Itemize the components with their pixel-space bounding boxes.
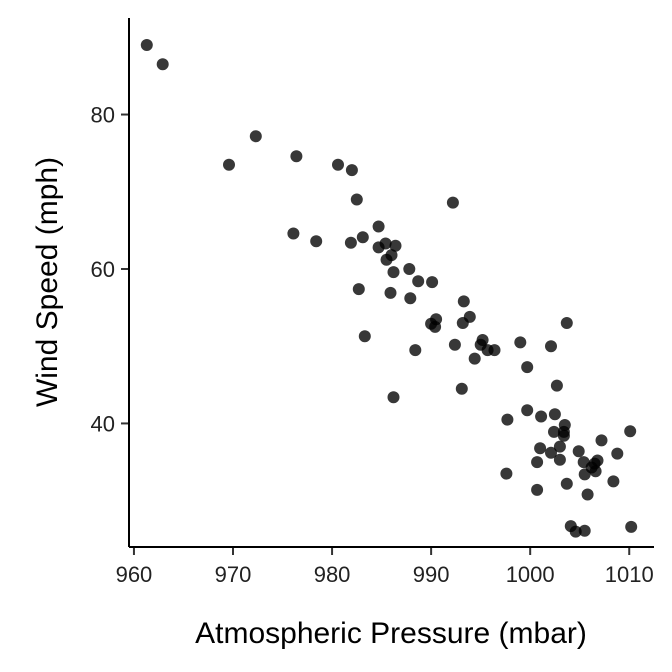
- data-point: [249, 130, 262, 143]
- data-point: [385, 249, 398, 262]
- data-point: [521, 404, 534, 417]
- data-point: [557, 425, 570, 438]
- x-axis-title: Atmospheric Pressure (mbar): [195, 617, 587, 650]
- data-point: [446, 196, 459, 209]
- data-point: [345, 164, 358, 177]
- data-point: [350, 193, 363, 206]
- data-point: [372, 220, 385, 233]
- data-point: [501, 413, 514, 426]
- data-point: [476, 334, 489, 346]
- data-point: [287, 227, 300, 240]
- data-point: [589, 465, 602, 478]
- data-point: [455, 382, 468, 395]
- data-point: [531, 483, 544, 496]
- data-point: [412, 275, 425, 288]
- data-point: [581, 488, 594, 501]
- x-tick-label: 1010: [605, 562, 654, 587]
- data-point: [553, 440, 566, 453]
- data-point: [389, 239, 402, 252]
- y-tick-label: 60: [91, 257, 115, 282]
- data-point: [625, 520, 638, 533]
- data-point: [514, 336, 527, 349]
- data-point: [500, 467, 513, 480]
- data-point: [560, 317, 573, 329]
- data-point: [560, 477, 573, 490]
- data-point: [384, 286, 397, 299]
- x-tick-label: 1000: [506, 562, 555, 587]
- x-tick-label: 990: [413, 562, 450, 587]
- data-point: [595, 434, 608, 447]
- data-point: [545, 340, 557, 353]
- data-point: [352, 283, 365, 296]
- data-point: [344, 236, 357, 249]
- y-tick-label: 40: [91, 411, 115, 436]
- data-point: [521, 361, 534, 374]
- data-point: [358, 330, 371, 343]
- data-point: [607, 475, 620, 488]
- data-point: [448, 338, 461, 351]
- data-point: [310, 235, 323, 248]
- data-point: [426, 276, 439, 289]
- data-point: [535, 410, 548, 423]
- data-point: [550, 379, 563, 392]
- data-point: [156, 58, 169, 71]
- y-tick-label: 80: [91, 103, 115, 128]
- data-point: [429, 320, 442, 333]
- y-axis-ticks: 40 60 80: [91, 103, 129, 436]
- data-point: [488, 344, 501, 357]
- x-tick-label: 980: [314, 562, 351, 587]
- x-tick-label: 970: [215, 562, 252, 587]
- y-axis-title: Wind Speed (mph): [31, 157, 64, 407]
- data-point: [548, 408, 561, 421]
- x-tick-label: 960: [116, 562, 153, 587]
- data-point: [578, 524, 591, 537]
- data-point: [572, 445, 585, 458]
- data-point: [332, 158, 344, 171]
- data-point: [387, 266, 400, 279]
- points-layer: [140, 39, 638, 538]
- data-point: [457, 295, 470, 308]
- data-point: [140, 39, 153, 51]
- data-point: [531, 456, 544, 469]
- data-point: [545, 446, 557, 459]
- data-point: [553, 453, 566, 466]
- data-point: [468, 352, 481, 365]
- data-point: [403, 263, 416, 275]
- data-point: [611, 447, 624, 460]
- data-point: [534, 442, 547, 455]
- data-point: [356, 231, 369, 244]
- data-point: [387, 391, 400, 404]
- data-point: [463, 310, 476, 323]
- data-point: [548, 425, 560, 438]
- x-axis-ticks: 960 970 980 990 1000 1010: [116, 547, 654, 587]
- data-point: [624, 425, 637, 438]
- data-point: [290, 150, 303, 163]
- data-point: [569, 525, 582, 538]
- data-point: [404, 292, 417, 305]
- data-point: [223, 158, 235, 171]
- data-point: [409, 344, 422, 357]
- data-point: [379, 237, 392, 250]
